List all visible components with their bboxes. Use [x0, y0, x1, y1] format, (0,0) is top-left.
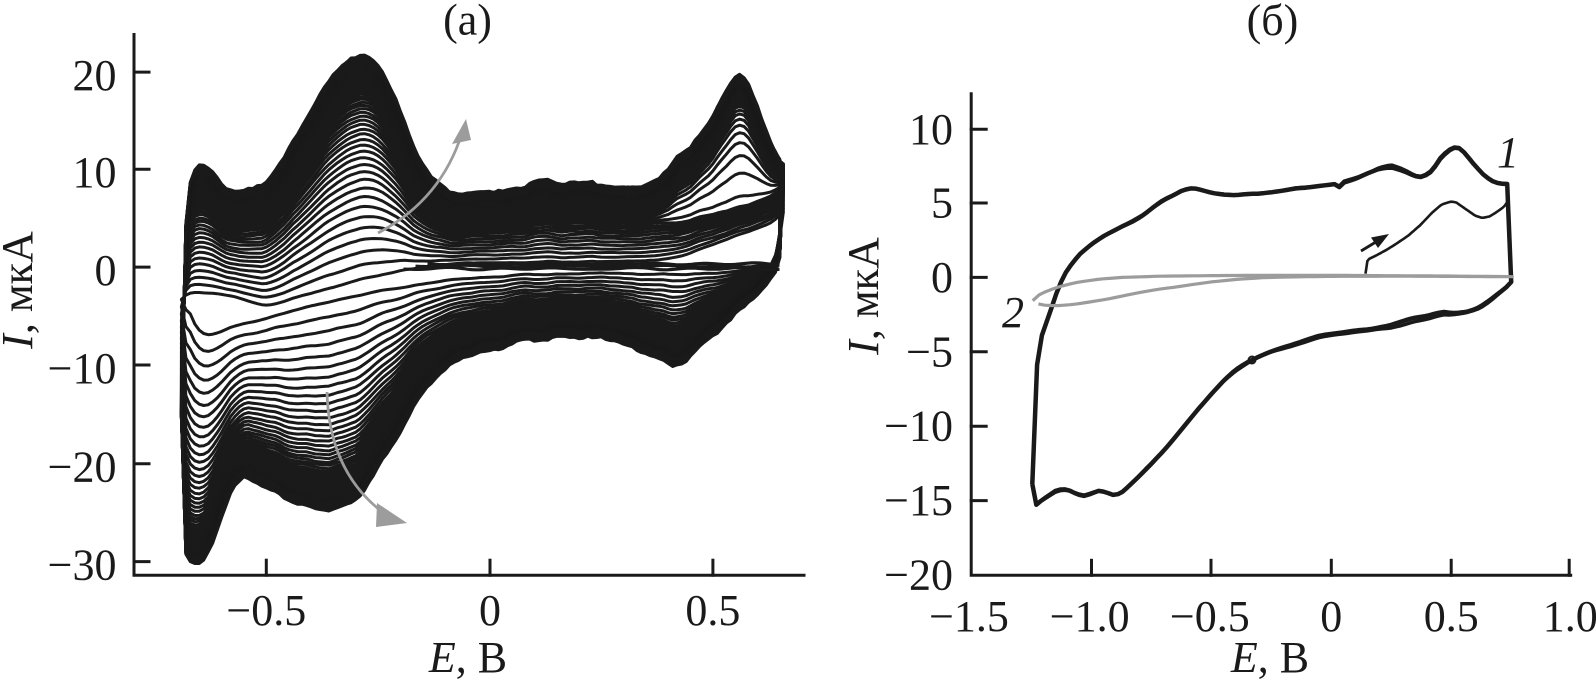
svg-text:0: 0: [1320, 592, 1342, 641]
svg-text:−15: −15: [884, 476, 953, 525]
svg-text:−10: −10: [884, 402, 953, 451]
svg-text:−0.5: −0.5: [1170, 592, 1250, 641]
svg-text:0: 0: [479, 586, 501, 635]
svg-text:5: 5: [931, 179, 953, 228]
svg-text:−5: −5: [906, 327, 953, 376]
svg-text:E, В: E, В: [428, 633, 507, 682]
svg-text:−1.5: −1.5: [929, 592, 1009, 641]
svg-text:0.5: 0.5: [685, 586, 740, 635]
svg-text:1: 1: [1497, 128, 1519, 177]
svg-text:10: 10: [909, 105, 953, 154]
svg-text:I, мкА: I, мкА: [0, 231, 42, 350]
svg-text:−0.5: −0.5: [226, 586, 306, 635]
svg-text:I, мкА: I, мкА: [839, 237, 888, 356]
svg-text:0: 0: [931, 253, 953, 302]
svg-text:1.0: 1.0: [1543, 592, 1596, 641]
svg-text:20: 20: [73, 51, 117, 100]
svg-text:10: 10: [73, 148, 117, 197]
svg-text:−20: −20: [884, 550, 953, 599]
svg-text:0.5: 0.5: [1424, 592, 1479, 641]
svg-text:2: 2: [1002, 288, 1024, 337]
svg-text:−10: −10: [48, 344, 117, 393]
svg-text:−20: −20: [48, 443, 117, 492]
svg-text:E, В: E, В: [1230, 633, 1309, 682]
svg-text:0: 0: [95, 246, 117, 295]
svg-text:−30: −30: [48, 541, 117, 590]
svg-text:(а): (а): [443, 0, 492, 45]
svg-text:(б): (б): [1247, 0, 1299, 45]
svg-text:−1.0: −1.0: [1050, 592, 1130, 641]
